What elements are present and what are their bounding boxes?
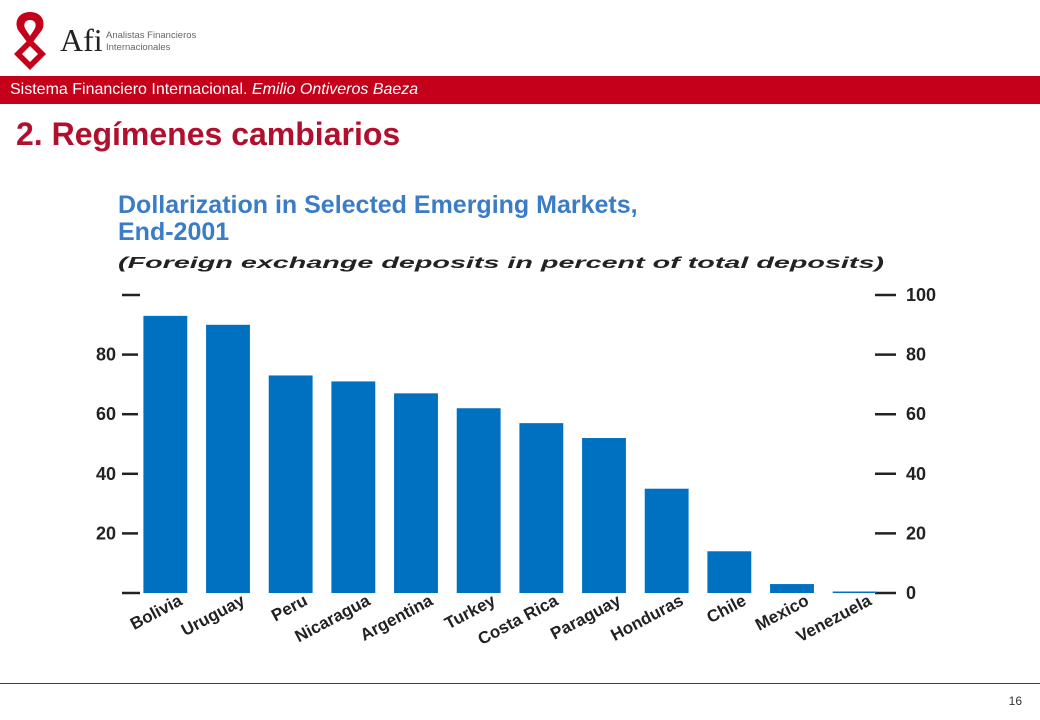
brand-name: Afi xyxy=(60,22,103,58)
footer-divider xyxy=(0,683,1040,684)
banner-course: Sistema Financiero Internacional. xyxy=(10,81,248,98)
left-tick-label-20: 20 xyxy=(96,523,116,543)
x-label-uruguay: Uruguay xyxy=(178,591,248,640)
x-label-argentina: Argentina xyxy=(357,591,436,645)
x-label-chile: Chile xyxy=(704,591,750,627)
left-tick-label-80: 80 xyxy=(96,345,116,365)
brand-line-1: Analistas Financieros xyxy=(106,30,197,41)
slide-title: 2. Regímenes cambiarios xyxy=(16,116,401,152)
afi-logo-icon xyxy=(14,12,46,70)
bar-mexico xyxy=(770,584,814,593)
course-banner: Sistema Financiero Internacional. Emilio… xyxy=(0,76,1040,104)
bar-honduras xyxy=(644,488,689,593)
right-tick-label-100: 100 xyxy=(906,285,936,305)
right-tick-label-40: 40 xyxy=(906,464,926,484)
chart-title-line-2: End-2001 xyxy=(118,218,229,246)
right-tick-label-20: 20 xyxy=(906,523,926,543)
bar-venezuela xyxy=(832,591,877,593)
banner-author: Emilio Ontiveros Baeza xyxy=(251,81,419,98)
chart-title-line-1: Dollarization in Selected Emerging Marke… xyxy=(118,191,638,219)
bar-nicaragua xyxy=(331,381,376,593)
x-label-bolivia: Bolivia xyxy=(127,591,186,634)
page-number: 16 xyxy=(1008,694,1022,708)
bar-argentina xyxy=(394,393,438,593)
x-label-peru: Peru xyxy=(268,591,310,626)
right-tick-label-60: 60 xyxy=(906,404,926,424)
dollarization-bar-chart: Dollarization in Selected Emerging Marke… xyxy=(96,191,936,649)
brand-line-2: Internacionales xyxy=(106,42,171,53)
bar-bolivia xyxy=(143,315,188,593)
bar-uruguay xyxy=(206,324,250,593)
brand-full-name: Analistas Financieros Internacionales xyxy=(106,30,196,54)
bar-peru xyxy=(268,375,313,593)
chart-subtitle: (Foreign exchange deposits in percent of… xyxy=(118,255,884,272)
x-label-honduras: Honduras xyxy=(608,591,687,645)
left-tick-label-40: 40 xyxy=(96,464,116,484)
bar-costa-rica xyxy=(519,423,564,593)
bar-turkey xyxy=(456,408,501,593)
bar-paraguay xyxy=(582,438,626,593)
left-tick-label-60: 60 xyxy=(96,404,116,424)
bar-chile xyxy=(707,551,752,593)
right-tick-label-0: 0 xyxy=(906,583,916,603)
right-tick-label-80: 80 xyxy=(906,345,926,365)
